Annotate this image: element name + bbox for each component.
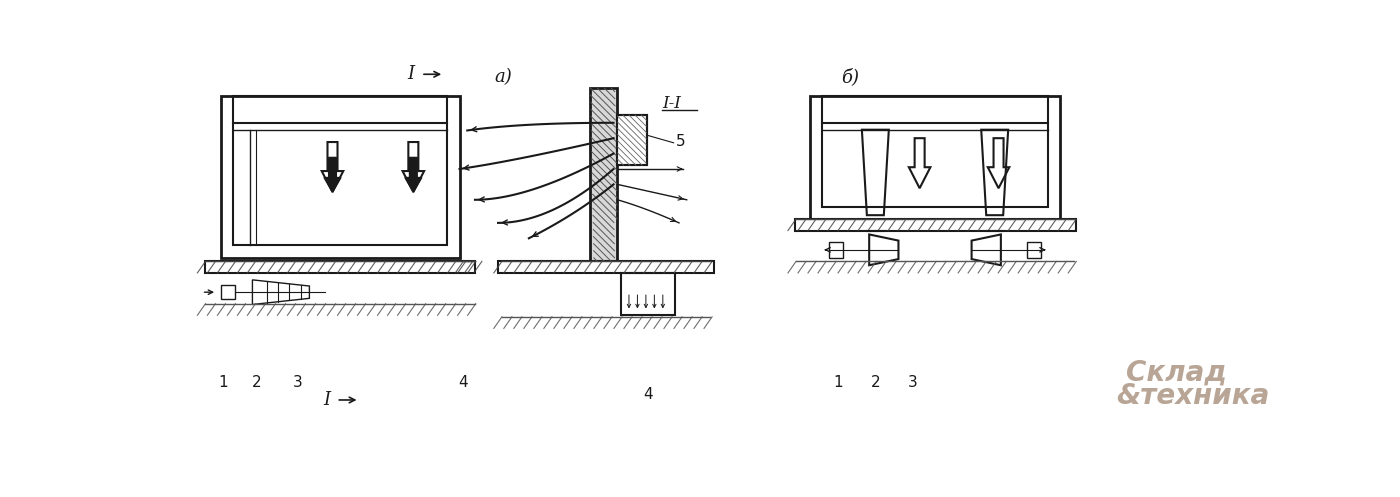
Text: 1: 1 — [833, 375, 843, 390]
Bar — [822, 96, 1047, 207]
Text: 4: 4 — [459, 375, 468, 390]
Polygon shape — [405, 158, 421, 192]
Bar — [591, 88, 617, 261]
Bar — [829, 242, 843, 257]
Text: а): а) — [494, 68, 512, 85]
Text: 3: 3 — [293, 375, 302, 390]
Text: I-I: I-I — [662, 95, 680, 112]
Bar — [617, 115, 647, 165]
Bar — [1028, 242, 1040, 257]
Text: 5: 5 — [676, 134, 686, 149]
Bar — [809, 96, 1060, 219]
Text: &техника: &техника — [1116, 382, 1270, 410]
Bar — [206, 261, 475, 273]
Text: б): б) — [840, 68, 858, 85]
Bar — [795, 219, 1075, 231]
Text: 2: 2 — [871, 375, 881, 390]
Text: 2: 2 — [252, 375, 262, 390]
Bar — [498, 261, 714, 273]
Text: 3: 3 — [907, 375, 917, 390]
Text: I: I — [323, 391, 330, 409]
Text: 4: 4 — [644, 387, 652, 402]
Text: Склад: Склад — [1126, 359, 1226, 387]
Bar — [617, 115, 647, 165]
Bar — [622, 273, 675, 315]
Bar — [234, 96, 447, 245]
Bar — [221, 96, 459, 257]
Bar — [221, 285, 235, 299]
Text: 1: 1 — [218, 375, 228, 390]
Polygon shape — [323, 158, 342, 192]
Text: I: I — [407, 65, 414, 83]
